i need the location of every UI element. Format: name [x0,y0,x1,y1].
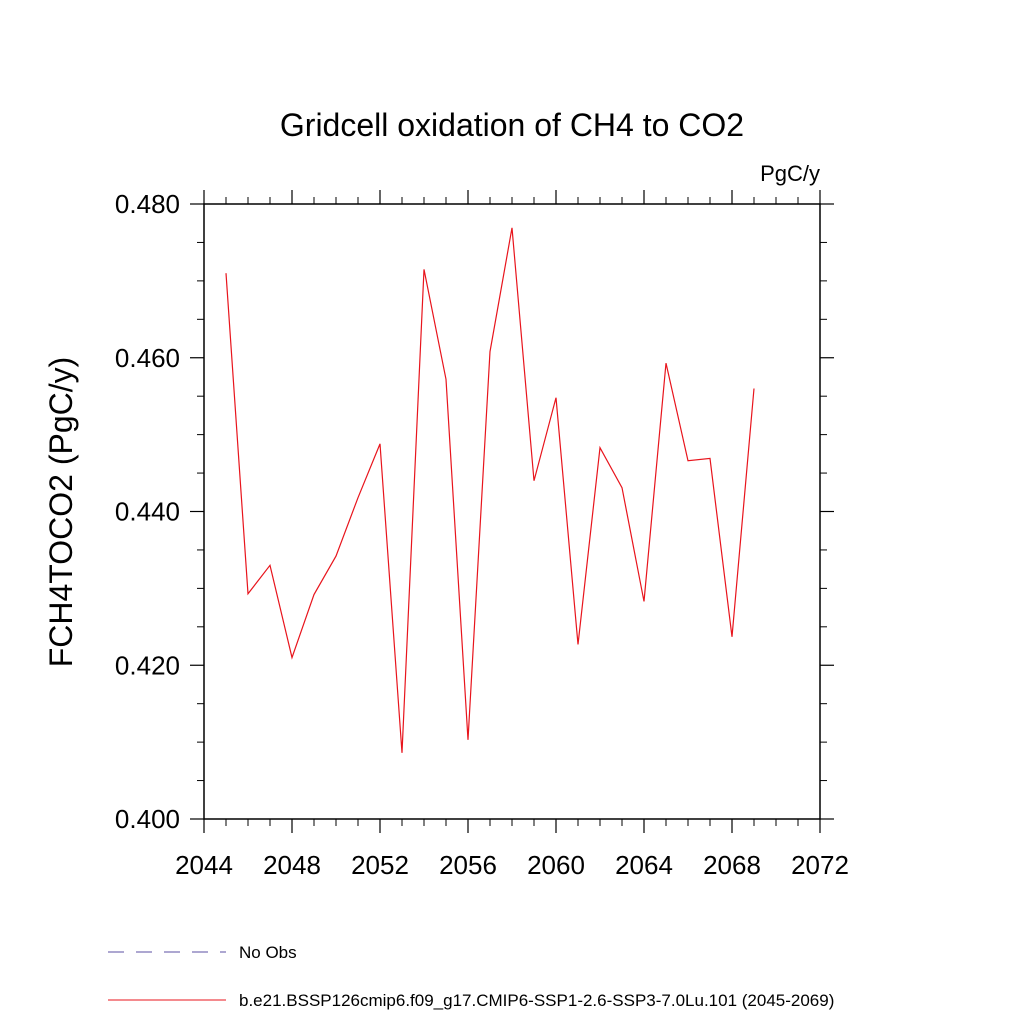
legend-label: No Obs [239,943,297,962]
plot-frame [203,203,821,820]
axis-ticks [190,190,834,833]
x-tick-label: 2048 [263,850,321,880]
x-tick-labels: 2044 2048 2052 2056 2060 2064 2068 2072 [175,850,849,880]
series-lines [225,227,755,753]
chart-title: Gridcell oxidation of CH4 to CO2 [280,107,744,143]
x-tick-label: 2068 [703,850,761,880]
y-tick-label: 0.400 [115,804,180,834]
x-tick-label: 2064 [615,850,673,880]
x-tick-label: 2056 [439,850,497,880]
series-line [225,227,755,753]
y-tick-label: 0.440 [115,497,180,527]
y-tick-label: 0.460 [115,343,180,373]
units-label: PgC/y [760,161,820,186]
x-tick-label: 2052 [351,850,409,880]
x-tick-label: 2060 [527,850,585,880]
y-axis-label: FCH4TOCO2 (PgC/y) [43,357,79,668]
x-tick-label: 2044 [175,850,233,880]
x-tick-label: 2072 [791,850,849,880]
y-tick-label: 0.480 [115,189,180,219]
legend-label: b.e21.BSSP126cmip6.f09_g17.CMIP6-SSP1-2.… [239,991,834,1010]
y-tick-label: 0.420 [115,650,180,680]
legend: No Obs b.e21.BSSP126cmip6.f09_g17.CMIP6-S… [108,943,834,1010]
y-tick-labels: 0.400 0.420 0.440 0.460 0.480 [115,189,180,834]
